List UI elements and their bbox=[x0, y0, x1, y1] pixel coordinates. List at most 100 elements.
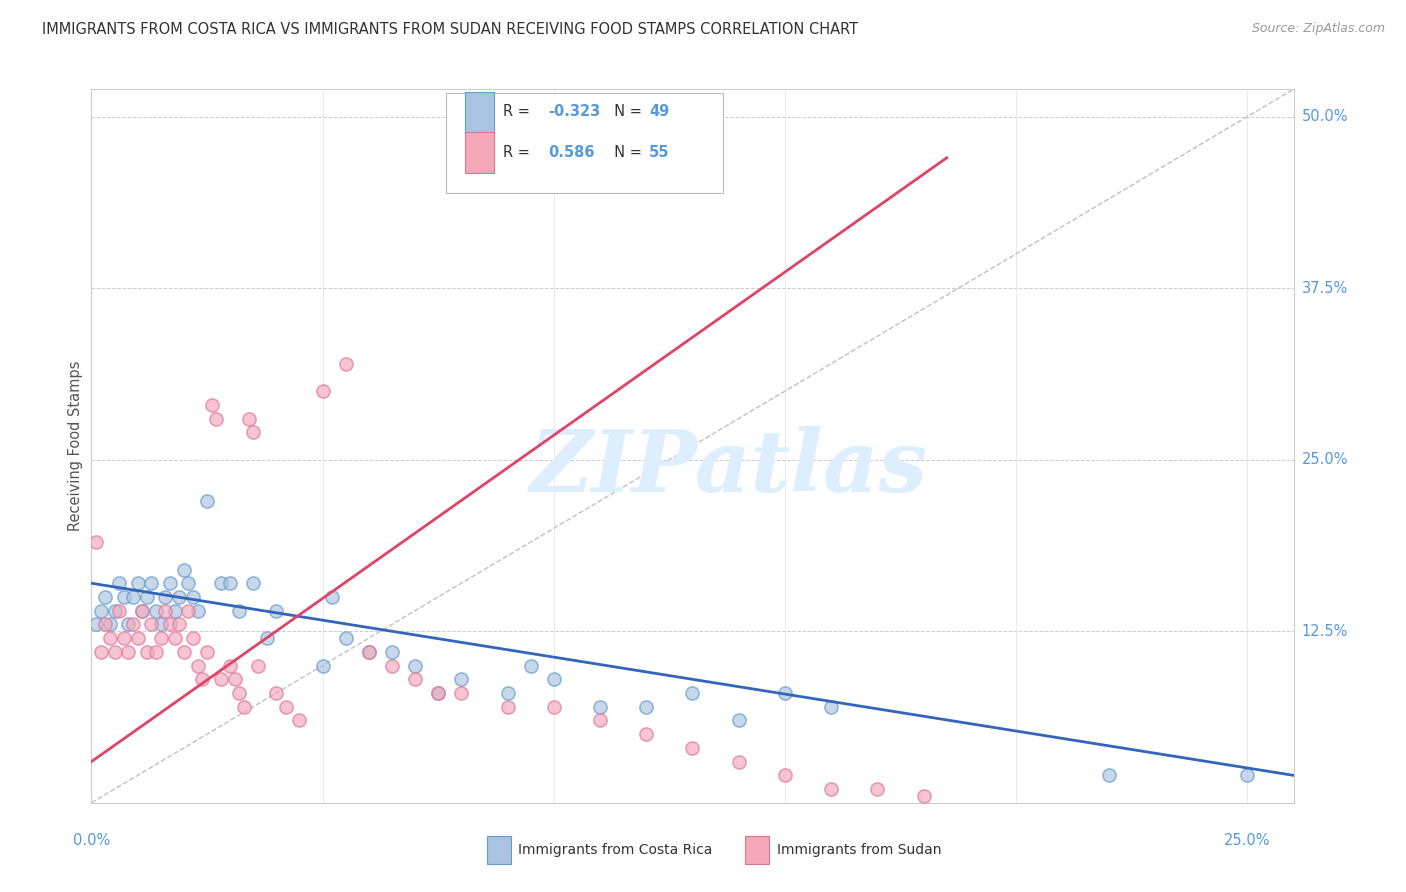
Point bbox=[90, 645, 112, 659]
Point bbox=[209, 673, 232, 687]
Point bbox=[173, 562, 195, 576]
Point bbox=[155, 604, 177, 618]
Text: IMMIGRANTS FROM COSTA RICA VS IMMIGRANTS FROM SUDAN RECEIVING FOOD STAMPS CORREL: IMMIGRANTS FROM COSTA RICA VS IMMIGRANTS… bbox=[42, 22, 858, 37]
FancyBboxPatch shape bbox=[465, 132, 494, 173]
Point bbox=[122, 617, 145, 632]
Point bbox=[163, 604, 186, 618]
Point bbox=[450, 686, 472, 700]
Text: -0.323: -0.323 bbox=[548, 104, 600, 120]
Point bbox=[127, 576, 149, 591]
Point bbox=[228, 686, 250, 700]
Point bbox=[145, 645, 167, 659]
Point bbox=[496, 699, 519, 714]
Point bbox=[205, 411, 228, 425]
Point bbox=[181, 590, 204, 604]
Point bbox=[381, 658, 404, 673]
Point bbox=[112, 631, 135, 645]
Point bbox=[543, 673, 565, 687]
Point bbox=[1236, 768, 1258, 782]
FancyBboxPatch shape bbox=[745, 836, 769, 864]
Point bbox=[820, 782, 842, 797]
Point bbox=[311, 658, 333, 673]
Point bbox=[141, 617, 163, 632]
Text: 49: 49 bbox=[650, 104, 669, 120]
Point bbox=[266, 686, 288, 700]
Text: R =: R = bbox=[502, 145, 538, 161]
Point bbox=[159, 576, 181, 591]
Text: 37.5%: 37.5% bbox=[1302, 281, 1348, 295]
Point bbox=[149, 617, 172, 632]
Point bbox=[181, 631, 204, 645]
Point bbox=[589, 714, 612, 728]
Point bbox=[321, 590, 343, 604]
FancyBboxPatch shape bbox=[446, 93, 723, 193]
Point bbox=[427, 686, 450, 700]
Point bbox=[266, 604, 288, 618]
Point bbox=[238, 411, 260, 425]
Point bbox=[681, 740, 703, 755]
Point bbox=[98, 631, 121, 645]
Point bbox=[311, 384, 333, 398]
Point bbox=[357, 645, 380, 659]
Point bbox=[135, 590, 157, 604]
Point bbox=[820, 699, 842, 714]
Point bbox=[335, 357, 357, 371]
Point bbox=[159, 617, 181, 632]
Point bbox=[131, 604, 153, 618]
Point bbox=[912, 789, 935, 803]
Point bbox=[103, 604, 125, 618]
Point bbox=[103, 645, 125, 659]
Point bbox=[90, 604, 112, 618]
Text: 25.0%: 25.0% bbox=[1302, 452, 1348, 467]
Point bbox=[167, 617, 190, 632]
Point bbox=[141, 576, 163, 591]
Text: Immigrants from Sudan: Immigrants from Sudan bbox=[776, 843, 941, 857]
Point bbox=[404, 658, 426, 673]
Text: 55: 55 bbox=[650, 145, 669, 161]
Point bbox=[450, 673, 472, 687]
Text: 50.0%: 50.0% bbox=[1302, 109, 1348, 124]
Point bbox=[195, 645, 218, 659]
Text: R =: R = bbox=[502, 104, 534, 120]
Point bbox=[112, 590, 135, 604]
Point bbox=[94, 617, 117, 632]
Point bbox=[131, 604, 153, 618]
Point bbox=[209, 576, 232, 591]
FancyBboxPatch shape bbox=[486, 836, 510, 864]
Point bbox=[228, 604, 250, 618]
Point bbox=[149, 631, 172, 645]
Point bbox=[135, 645, 157, 659]
Text: 12.5%: 12.5% bbox=[1302, 624, 1348, 639]
Point bbox=[191, 673, 214, 687]
Point bbox=[177, 604, 200, 618]
Point bbox=[122, 590, 145, 604]
Point bbox=[681, 686, 703, 700]
Point bbox=[866, 782, 889, 797]
FancyBboxPatch shape bbox=[465, 92, 494, 132]
Y-axis label: Receiving Food Stamps: Receiving Food Stamps bbox=[67, 360, 83, 532]
Text: Source: ZipAtlas.com: Source: ZipAtlas.com bbox=[1251, 22, 1385, 36]
Point bbox=[519, 658, 541, 673]
Point bbox=[145, 604, 167, 618]
Point bbox=[108, 604, 131, 618]
Point bbox=[200, 398, 222, 412]
Point bbox=[84, 617, 107, 632]
Point bbox=[773, 686, 796, 700]
Point bbox=[727, 714, 749, 728]
Point bbox=[108, 576, 131, 591]
Point bbox=[335, 631, 357, 645]
Point bbox=[636, 727, 658, 741]
Point bbox=[404, 673, 426, 687]
Point bbox=[155, 590, 177, 604]
Point bbox=[163, 631, 186, 645]
Point bbox=[1097, 768, 1119, 782]
Point bbox=[224, 673, 246, 687]
Text: 0.0%: 0.0% bbox=[73, 833, 110, 848]
Point bbox=[589, 699, 612, 714]
Point bbox=[219, 658, 242, 673]
Point bbox=[242, 576, 264, 591]
Point bbox=[127, 631, 149, 645]
Point bbox=[246, 658, 269, 673]
Text: N =: N = bbox=[605, 145, 647, 161]
Point bbox=[177, 576, 200, 591]
